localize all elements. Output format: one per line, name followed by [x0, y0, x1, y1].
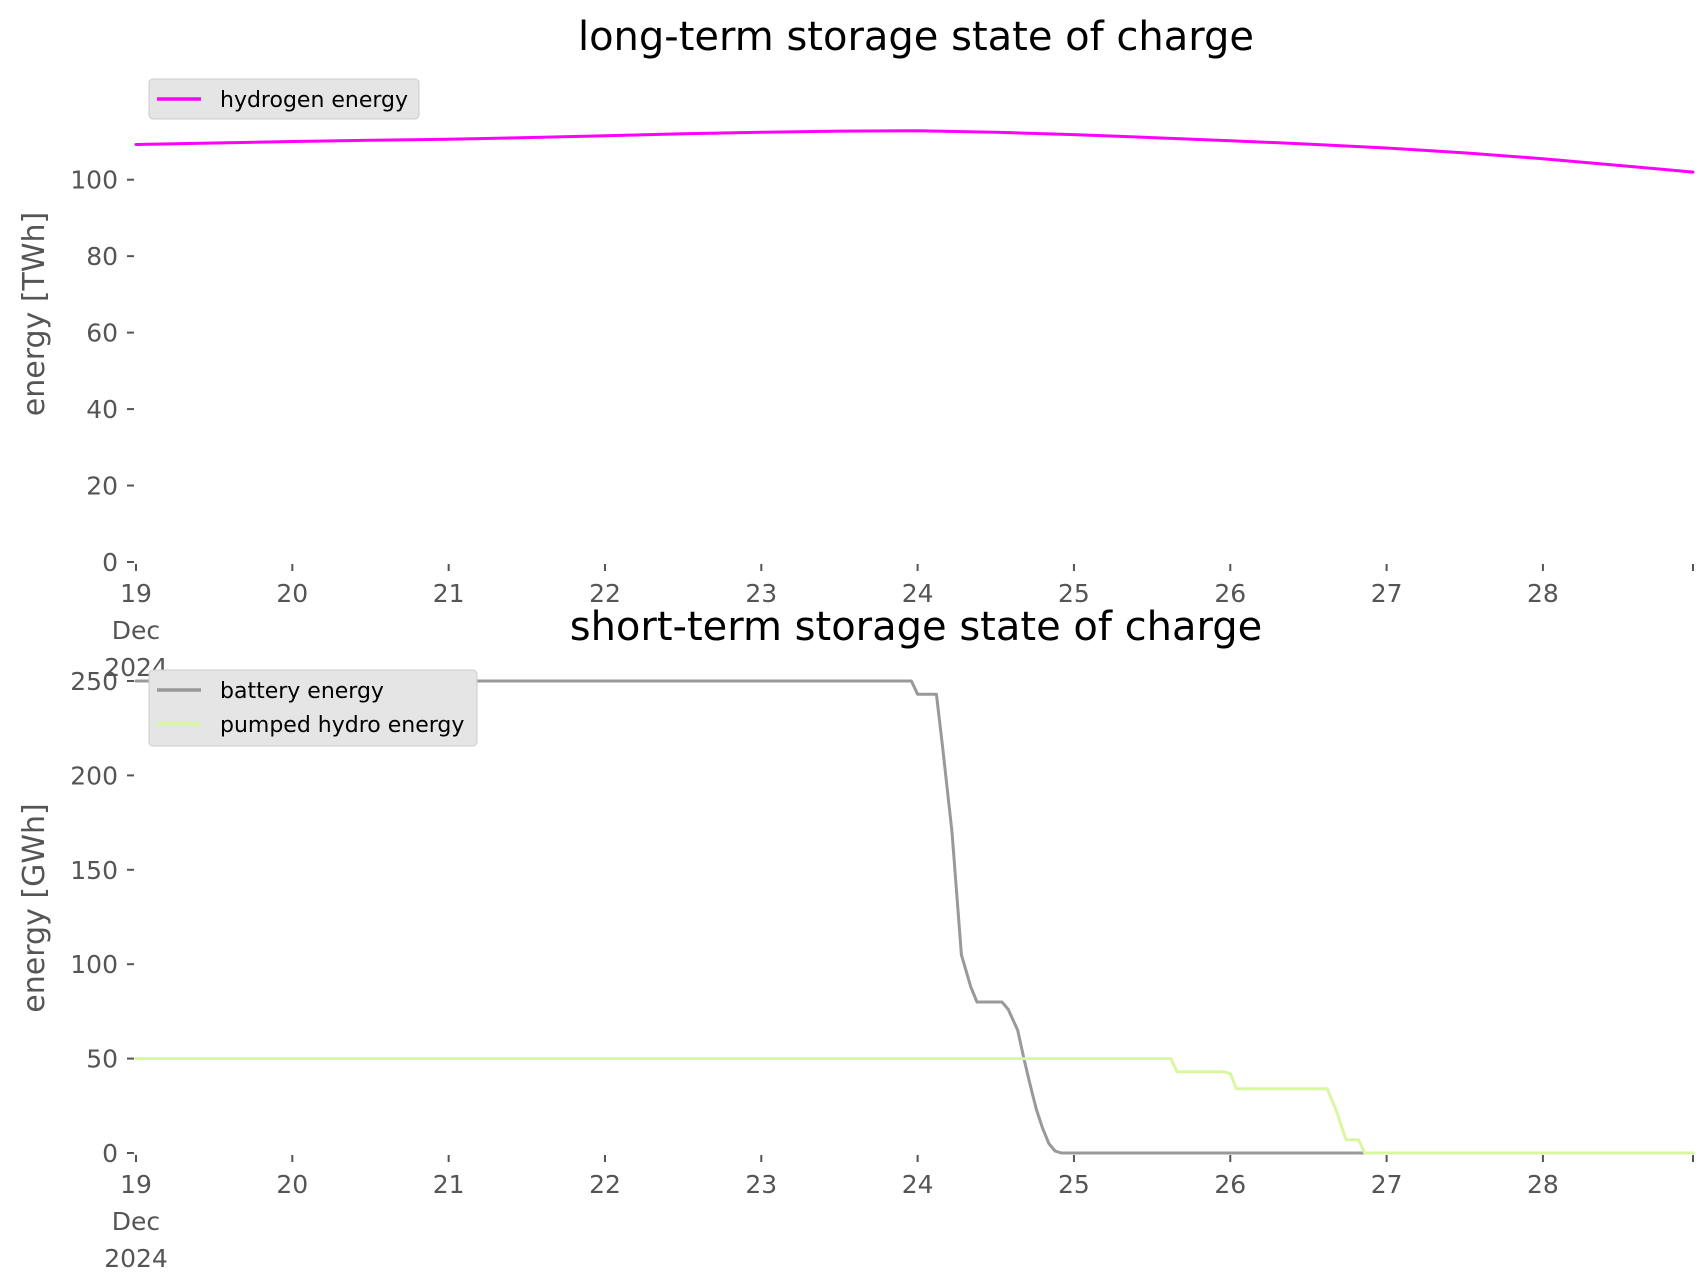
x-tick-label: 22: [589, 1170, 621, 1199]
x-tick-label: 26: [1214, 1170, 1246, 1199]
x-tick-label: Dec: [112, 616, 160, 645]
x-tick-label: 28: [1527, 1170, 1559, 1199]
series-line-pumped-hydro-energy: [134, 1057, 1695, 1155]
x-tick-label: 28: [1527, 579, 1559, 608]
y-tick-label: 40: [86, 395, 118, 424]
x-tick-label: 20: [276, 1170, 308, 1199]
series-lines: [134, 679, 1695, 1155]
x-tick-label: 23: [745, 579, 777, 608]
y-tick-label: 250: [70, 667, 118, 696]
x-tick-label: 24: [902, 1170, 934, 1199]
x-tick-label: 27: [1371, 1170, 1403, 1199]
legend: battery energy pumped hydro energy: [148, 669, 478, 747]
y-tick-label: 100: [70, 166, 118, 195]
y-tick-label: 200: [70, 761, 118, 790]
series-line-battery-energy: [134, 679, 1695, 1155]
x-tick-label: 25: [1058, 579, 1090, 608]
legend-box: [148, 669, 478, 747]
x-tick-label: 22: [589, 579, 621, 608]
x-tick-label: 27: [1371, 579, 1403, 608]
x-tick-label: 2024: [104, 1244, 168, 1273]
y-tick-label: 60: [86, 319, 118, 348]
y-tick-label: 0: [102, 1139, 118, 1168]
x-tick-label: 21: [433, 579, 465, 608]
x-tick-label: 19: [120, 579, 152, 608]
series-lines: [134, 129, 1695, 174]
x-tick-label: 26: [1214, 579, 1246, 608]
short-term-storage-chart: short-term storage state of charge energ…: [17, 604, 1695, 1273]
legend-label: battery energy: [220, 679, 384, 704]
y-axis-ticks: 0 20 40 60 80 100: [70, 166, 134, 577]
y-tick-label: 50: [86, 1045, 118, 1074]
x-tick-label: 21: [433, 1170, 465, 1199]
legend-label: pumped hydro energy: [220, 713, 464, 738]
x-tick-label: 23: [745, 1170, 777, 1199]
x-tick-label: Dec: [112, 1207, 160, 1236]
x-tick-label: 25: [1058, 1170, 1090, 1199]
chart-title: long-term storage state of charge: [578, 14, 1254, 60]
y-axis-label: energy [GWh]: [17, 803, 52, 1012]
y-tick-label: 20: [86, 472, 118, 501]
series-line-hydrogen-energy: [134, 129, 1695, 174]
legend-label: hydrogen energy: [220, 88, 408, 113]
chart-title: short-term storage state of charge: [570, 604, 1263, 650]
legend: hydrogen energy: [148, 78, 420, 120]
x-tick-label: 19: [120, 1170, 152, 1199]
x-axis-ticks: 19 Dec 2024 20 21 22 23 24 25 26 27 28: [104, 1155, 1694, 1273]
x-tick-label: 20: [276, 579, 308, 608]
long-term-storage-chart: long-term storage state of charge energy…: [17, 14, 1695, 682]
y-tick-label: 80: [86, 242, 118, 271]
y-tick-label: 0: [102, 548, 118, 577]
y-tick-label: 100: [70, 950, 118, 979]
y-axis-ticks: 0 50 100 150 200 250: [70, 667, 134, 1168]
y-axis-label: energy [TWh]: [17, 212, 52, 416]
x-tick-label: 24: [902, 579, 934, 608]
legend-box: [148, 78, 420, 120]
y-tick-label: 150: [70, 856, 118, 885]
